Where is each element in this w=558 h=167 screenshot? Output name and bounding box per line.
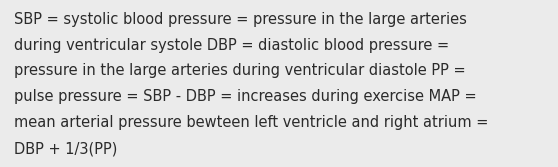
Text: DBP + 1/3(PP): DBP + 1/3(PP) [14, 141, 117, 156]
Text: during ventricular systole DBP = diastolic blood pressure =: during ventricular systole DBP = diastol… [14, 38, 449, 53]
Text: pulse pressure = SBP - DBP = increases during exercise MAP =: pulse pressure = SBP - DBP = increases d… [14, 89, 477, 104]
Text: mean arterial pressure bewteen left ventricle and right atrium =: mean arterial pressure bewteen left vent… [14, 115, 488, 130]
Text: pressure in the large arteries during ventricular diastole PP =: pressure in the large arteries during ve… [14, 63, 465, 78]
Text: SBP = systolic blood pressure = pressure in the large arteries: SBP = systolic blood pressure = pressure… [14, 12, 467, 27]
